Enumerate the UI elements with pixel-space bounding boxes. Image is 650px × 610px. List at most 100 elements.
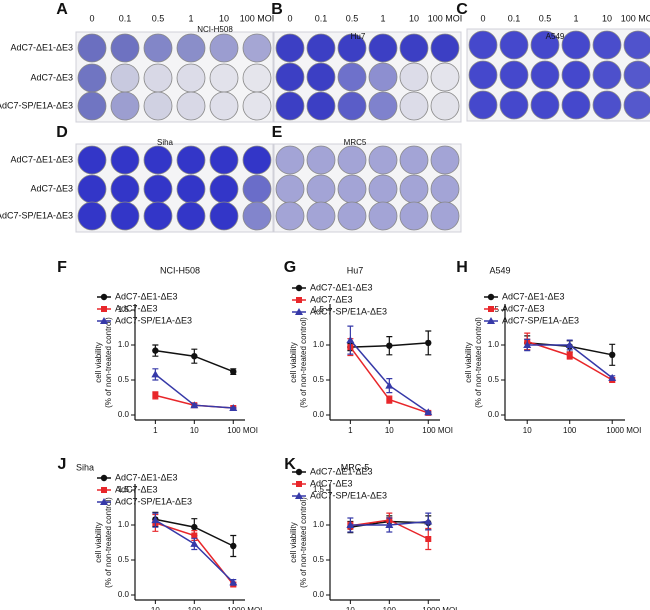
marker — [100, 317, 108, 324]
well — [430, 91, 460, 121]
well — [242, 33, 272, 63]
well — [468, 90, 498, 120]
well — [77, 201, 107, 231]
marker — [152, 347, 159, 354]
legend-label: AdC7-SP/E1A-ΔE3 — [115, 496, 192, 506]
marker — [295, 284, 303, 292]
panel-letter: A — [56, 1, 68, 18]
marker — [346, 521, 355, 528]
well — [623, 30, 650, 60]
well — [275, 91, 305, 121]
y-axis-label: cell viability — [464, 342, 473, 382]
legend-label: AdC7-ΔE1-ΔE3 — [310, 282, 373, 292]
x-tick-label: 100 MOI — [422, 426, 453, 435]
panel-letter: B — [271, 1, 283, 18]
row-label: AdC7-ΔE3 — [30, 72, 73, 82]
y-axis-label: cell viability — [94, 342, 103, 382]
legend-label: AdC7-SP/E1A-ΔE3 — [115, 315, 192, 325]
marker — [608, 373, 617, 381]
chart-title: NCI-H508 — [160, 265, 200, 275]
marker — [151, 516, 160, 524]
moi-label: 1 — [380, 13, 385, 23]
moi-label: 0.5 — [152, 13, 165, 23]
well — [337, 174, 367, 204]
moi-label: 0 — [480, 13, 485, 23]
well — [242, 63, 272, 93]
legend-label: AdC7-ΔE1-ΔE3 — [310, 466, 373, 476]
well — [77, 33, 107, 63]
y-axis-label: (% of non-treated control) — [104, 497, 113, 588]
well — [143, 174, 173, 204]
chart-title: Siha — [76, 462, 94, 472]
well — [209, 63, 239, 93]
marker — [386, 342, 393, 349]
marker — [296, 481, 302, 487]
panel-letter: C — [456, 1, 468, 18]
chart-title: MRC-5 — [341, 462, 370, 472]
x-tick-label: 100 MOI — [227, 426, 258, 435]
well — [368, 174, 398, 204]
well — [561, 30, 591, 60]
well — [176, 91, 206, 121]
marker — [190, 401, 199, 409]
well — [275, 62, 305, 92]
well — [337, 91, 367, 121]
moi-label: 0.1 — [315, 13, 328, 23]
legend-label: AdC7-ΔE3 — [115, 303, 158, 313]
well — [430, 62, 460, 92]
well — [499, 60, 529, 90]
moi-label: 0.1 — [119, 13, 132, 23]
legend-label: AdC7-ΔE3 — [502, 303, 545, 313]
row-label: AdC7-SP/E1A-ΔE3 — [0, 100, 73, 110]
marker — [487, 317, 495, 324]
marker — [151, 370, 160, 378]
moi-label: 1 — [573, 13, 578, 23]
marker — [425, 536, 432, 542]
marker — [152, 392, 159, 399]
row-label: AdC7-SP/E1A-ΔE3 — [0, 210, 73, 220]
well — [143, 201, 173, 231]
well — [176, 145, 206, 175]
legend-label: AdC7-ΔE3 — [310, 478, 353, 488]
well — [337, 201, 367, 231]
well — [499, 30, 529, 60]
panel-letter: E — [272, 124, 283, 141]
well — [176, 201, 206, 231]
marker — [191, 523, 198, 531]
well — [623, 60, 650, 90]
marker — [191, 353, 198, 360]
x-tick-label: 10 — [346, 606, 355, 610]
legend-label: AdC7-ΔE3 — [310, 294, 353, 304]
well — [368, 201, 398, 231]
well — [110, 201, 140, 231]
well — [77, 174, 107, 204]
plate — [75, 31, 274, 123]
well — [368, 33, 398, 63]
well — [306, 201, 336, 231]
legend-label: AdC7-SP/E1A-ΔE3 — [310, 490, 387, 500]
moi-label: 10 — [602, 13, 612, 23]
moi-label: 1 — [188, 13, 193, 23]
legend-label: AdC7-SP/E1A-ΔE3 — [502, 315, 579, 325]
well — [77, 63, 107, 93]
moi-label: 10 — [219, 13, 229, 23]
well — [143, 145, 173, 175]
moi-label: 0 — [89, 13, 94, 23]
plate-title: Hu7 — [351, 32, 366, 41]
well — [561, 90, 591, 120]
y-tick-label: 1.0 — [118, 340, 130, 349]
marker — [100, 474, 108, 482]
well — [368, 91, 398, 121]
legend-label: AdC7-SP/E1A-ΔE3 — [310, 306, 387, 316]
y-axis-label: cell viability — [94, 522, 103, 562]
marker — [346, 336, 355, 344]
marker — [100, 498, 108, 505]
x-tick-label: 10 — [151, 606, 160, 610]
x-tick-label: 100 — [563, 426, 577, 435]
well — [176, 63, 206, 93]
well — [530, 90, 560, 120]
well — [430, 201, 460, 231]
marker — [523, 341, 532, 348]
chart-title: A549 — [489, 265, 510, 275]
moi-label: 100 MOI — [621, 13, 650, 23]
